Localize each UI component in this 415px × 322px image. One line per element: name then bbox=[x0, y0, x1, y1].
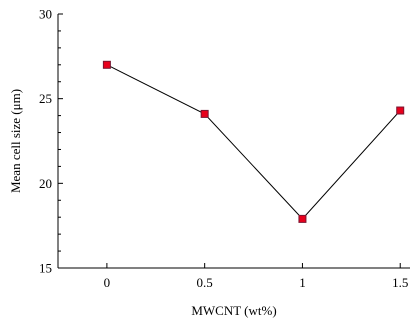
y-tick-label: 20 bbox=[39, 176, 52, 191]
x-tick-label: 1.5 bbox=[392, 275, 408, 290]
axes bbox=[57, 14, 410, 269]
series bbox=[102, 60, 405, 223]
ticks: 15 20 25 30 0 0.5 1 1.5 bbox=[39, 7, 408, 291]
x-tick-label: 0 bbox=[104, 275, 111, 290]
y-tick-label: 25 bbox=[39, 91, 52, 106]
data-point bbox=[102, 60, 111, 69]
y-tick-label: 30 bbox=[39, 7, 52, 22]
data-point bbox=[298, 214, 307, 223]
y-axis-title: Mean cell size (μm) bbox=[8, 89, 23, 193]
x-tick-label: 1 bbox=[299, 275, 306, 290]
data-point bbox=[200, 109, 209, 118]
x-tick-label: 0.5 bbox=[197, 275, 213, 290]
y-tick-label: 15 bbox=[39, 261, 52, 276]
x-axis-title: MWCNT (wt%) bbox=[191, 303, 276, 318]
data-point bbox=[396, 106, 405, 115]
series-line bbox=[106, 64, 401, 220]
